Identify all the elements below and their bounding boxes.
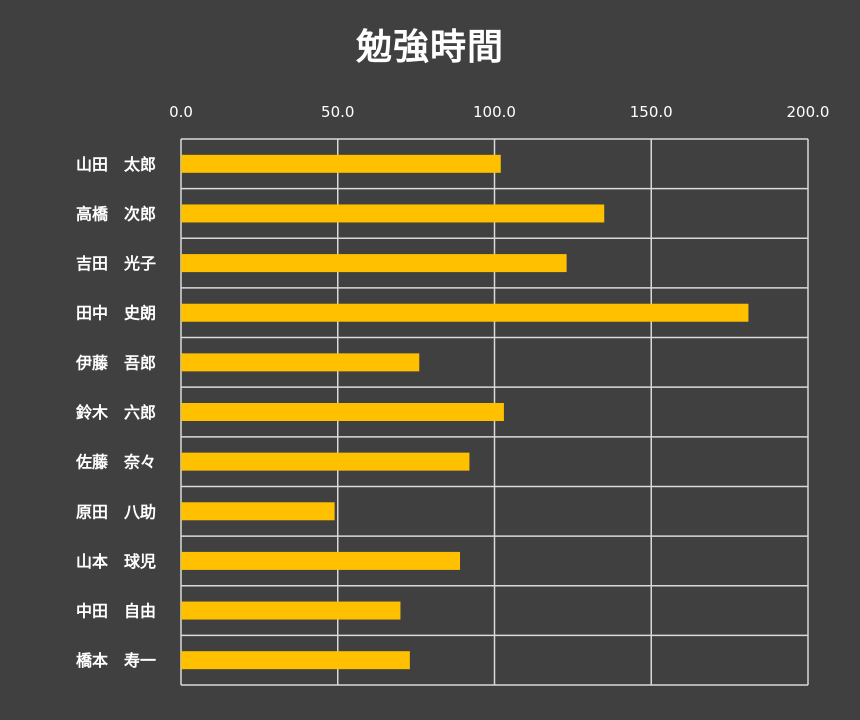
bar — [181, 452, 470, 471]
chart-title: 勉強時間 — [355, 27, 504, 68]
x-tick-label: 100.0 — [473, 103, 516, 121]
bar — [181, 154, 501, 173]
category-label: 伊藤 吾郎 — [75, 353, 156, 372]
category-label: 橋本 寿一 — [76, 651, 156, 670]
category-label: 原田 八助 — [76, 502, 156, 521]
category-label: 吉田 光子 — [76, 254, 156, 273]
category-label: 高橋 次郎 — [76, 204, 156, 223]
bar — [181, 303, 749, 322]
category-label: 佐藤 奈々 — [75, 453, 156, 472]
bar — [181, 601, 401, 620]
category-label: 鈴木 六郎 — [76, 403, 156, 422]
bar — [181, 551, 461, 570]
bar — [181, 651, 410, 670]
x-tick-label: 0.0 — [169, 103, 193, 121]
x-tick-label: 200.0 — [787, 103, 830, 121]
x-tick-label: 50.0 — [321, 103, 354, 121]
bar — [181, 254, 567, 273]
category-label: 山田 太郎 — [76, 155, 156, 174]
bar — [181, 204, 605, 223]
bar — [181, 353, 420, 372]
bar — [181, 403, 504, 421]
category-label: 田中 史朗 — [76, 304, 156, 323]
category-label: 中田 自由 — [76, 602, 156, 621]
bar — [181, 502, 335, 521]
x-tick-label: 150.0 — [630, 103, 673, 121]
category-label: 山本 球児 — [76, 552, 156, 571]
